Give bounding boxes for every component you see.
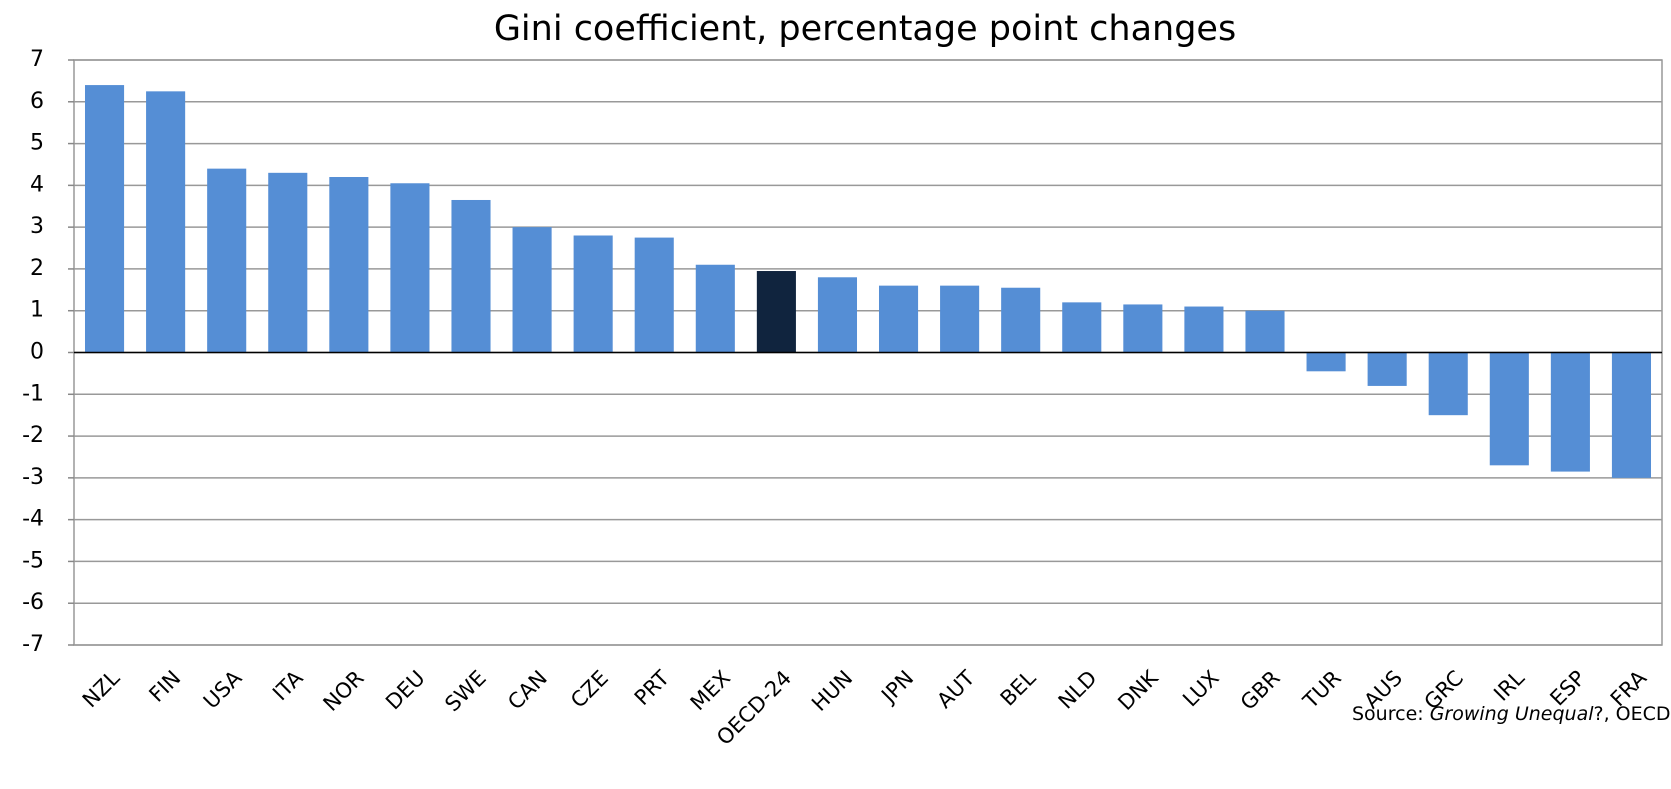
y-tick-label: -7 xyxy=(22,632,44,657)
bar xyxy=(634,237,674,353)
x-tick-label: BEL xyxy=(996,666,1041,711)
source-suffix: ?, OECD 2008 xyxy=(1594,703,1671,725)
y-tick-label: -3 xyxy=(22,465,44,490)
bar xyxy=(329,177,369,353)
bar xyxy=(1001,287,1041,353)
bar xyxy=(1367,352,1407,386)
y-tick-label: -4 xyxy=(22,507,44,532)
y-tick-label: 0 xyxy=(30,340,44,365)
y-tick-label: -2 xyxy=(22,423,44,448)
bar xyxy=(756,271,796,353)
x-tick-label: CZE xyxy=(566,666,613,713)
bar xyxy=(1306,352,1346,372)
bar xyxy=(878,285,919,353)
x-tick-label: JPN xyxy=(875,666,918,709)
source-prefix: Source: xyxy=(1352,703,1430,725)
bar xyxy=(940,285,980,353)
bar xyxy=(1184,306,1224,353)
bar xyxy=(573,235,613,353)
bar xyxy=(1428,352,1468,416)
x-tick-label: DNK xyxy=(1113,665,1163,715)
bar xyxy=(695,264,735,353)
x-tick-label: LUX xyxy=(1178,666,1224,712)
bar xyxy=(1611,352,1652,478)
bar xyxy=(451,199,491,353)
x-tick-label: AUT xyxy=(932,666,979,713)
y-tick-label: 5 xyxy=(30,131,44,156)
x-tick-label: NLD xyxy=(1054,666,1102,714)
bar xyxy=(268,172,308,353)
source-title: Growing Unequal xyxy=(1430,703,1595,725)
x-tick-label: TUR xyxy=(1298,666,1346,714)
x-tick-label: USA xyxy=(199,665,247,713)
chart-title: Gini coefficient, percentage point chang… xyxy=(494,9,1236,49)
x-tick-label: HUN xyxy=(807,666,857,716)
x-tick-label: ITA xyxy=(268,665,308,705)
y-tick-label: -6 xyxy=(22,590,44,615)
source-note: Source: Growing Unequal?, OECD 2008 xyxy=(1352,703,1671,725)
x-tick-label: DEU xyxy=(381,666,430,715)
y-tick-label: 3 xyxy=(30,214,44,239)
bar xyxy=(84,85,125,353)
bar xyxy=(1489,352,1529,466)
bar xyxy=(512,227,552,353)
x-tick-label: SWE xyxy=(440,666,490,716)
y-tick-label: -5 xyxy=(22,548,44,573)
x-tick-label: GBR xyxy=(1236,666,1285,715)
y-tick-label: 7 xyxy=(30,47,44,72)
y-tick-label: 6 xyxy=(30,89,44,114)
bar xyxy=(1550,352,1590,472)
x-tick-label: CAN xyxy=(503,666,552,715)
x-tick-label: IRL xyxy=(1489,666,1529,706)
y-tick-label: -1 xyxy=(22,381,44,406)
bar xyxy=(1245,310,1285,353)
x-tick-label: FIN xyxy=(144,666,185,707)
bar xyxy=(817,277,858,353)
y-tick-label: 1 xyxy=(30,298,44,323)
y-tick-label: 2 xyxy=(30,256,44,281)
x-tick-label: MEX xyxy=(686,666,735,715)
bar xyxy=(390,183,430,353)
x-tick-label: PRT xyxy=(630,666,674,710)
y-tick-label: 4 xyxy=(30,172,44,197)
x-tick-label: NZL xyxy=(78,666,125,713)
bar xyxy=(207,168,247,353)
bar xyxy=(1123,304,1163,353)
x-tick-label: NOR xyxy=(319,666,369,716)
bar xyxy=(146,91,186,353)
bar xyxy=(1062,302,1102,353)
